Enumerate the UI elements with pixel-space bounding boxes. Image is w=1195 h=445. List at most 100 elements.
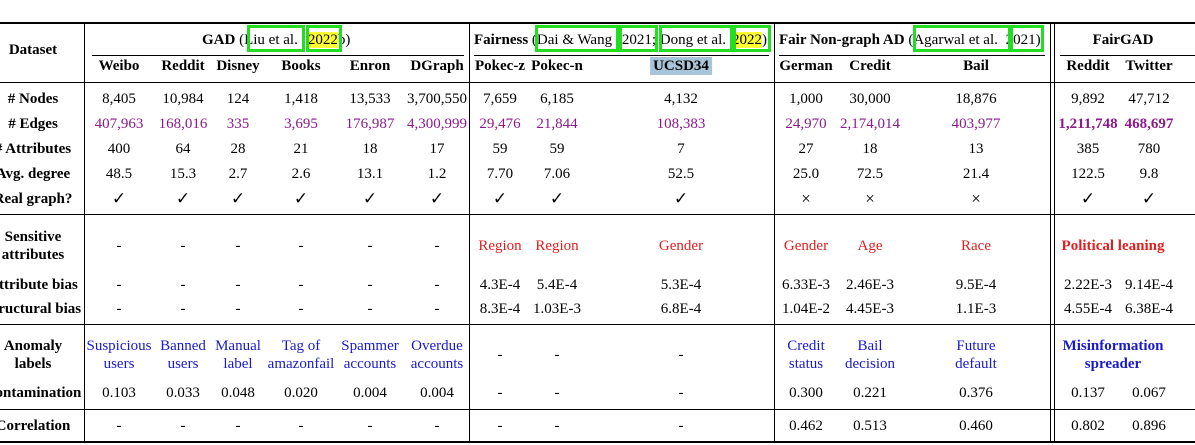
cell-attribute-bias-9: 6.33E-3 (782, 277, 830, 293)
fairness-cite-link-2[interactable]: Dong et al. (659, 32, 726, 48)
cell-attributes-7: 59 (549, 141, 565, 157)
dataset-credit: Credit (849, 58, 891, 74)
cell-contamination-3: 0.020 (284, 385, 318, 401)
gad-cite-box-2 (306, 25, 342, 52)
cell-attribute-bias-7: 5.4E-4 (536, 277, 578, 293)
cell-nodes-9: 1,000 (789, 91, 823, 107)
cell-nodes-3: 1,418 (284, 91, 318, 107)
cell-contamination-5: 0.004 (420, 385, 454, 401)
cell-anomaly-11-line1: Future (956, 338, 996, 354)
cell-sensitive-fairgad: Political leaning (1061, 238, 1165, 254)
vrule-dataset (84, 22, 85, 442)
cell-contamination-13: 0.067 (1132, 385, 1166, 401)
cell-anomaly-0-line2: users (103, 356, 135, 372)
cell-attributes-10: 18 (862, 141, 878, 157)
fairness-cite-link-1[interactable]: Dai & Wang (536, 32, 613, 48)
cell-avg-degree-13: 9.8 (1139, 166, 1159, 182)
cell-nodes-0: 8,405 (102, 91, 136, 107)
cell-anomaly-3-line2: amazonfail (267, 356, 335, 372)
vrule-nongraph-a (1050, 22, 1051, 442)
cell-real-graph-7: ✓ (549, 189, 565, 208)
fairness-cite-year-1[interactable]: 2021 (621, 32, 652, 48)
cell-avg-degree-6: 7.70 (486, 166, 514, 182)
cell-contamination-8: - (678, 385, 684, 401)
fairness-cite-year-2[interactable]: 2022 (732, 32, 762, 48)
cell-contamination-7: - (554, 385, 560, 401)
cell-structural-bias-3: - (298, 301, 304, 317)
cell-structural-bias-8: 6.8E-4 (660, 301, 702, 317)
gad-cite-year[interactable]: 2022 (307, 32, 338, 48)
top-rule (0, 22, 1195, 24)
cell-avg-degree-1: 15.3 (169, 166, 197, 182)
cell-anomaly-4-line2: accounts (343, 356, 397, 372)
fairgad-group-header: FairGAD (1092, 32, 1154, 48)
cell-edges-4: 176,987 (345, 116, 395, 132)
cell-nodes-12: 9,892 (1071, 91, 1105, 107)
contamination-rule (0, 409, 1195, 410)
cell-attributes-4: 18 (362, 141, 378, 157)
cell-attributes-8: 7 (677, 141, 685, 157)
dataset-pokec-n: Pokec-n (531, 58, 583, 74)
cell-structural-bias-10: 4.45E-3 (846, 301, 894, 317)
row-label-avg-degree: Avg. degree (0, 166, 71, 182)
cell-real-graph-8: ✓ (673, 189, 689, 208)
cell-attribute-bias-2: - (235, 277, 241, 293)
cell-anomaly-6: - (497, 347, 503, 363)
gad-cite-link[interactable]: Liu et al. (244, 32, 298, 48)
stats-rule (0, 214, 1195, 215)
cell-attributes-6: 59 (492, 141, 508, 157)
row-label-structural-bias: Structural bias (0, 301, 82, 317)
cell-sensitive-6: Region (478, 238, 522, 254)
cell-attribute-bias-1: - (180, 277, 186, 293)
cell-structural-bias-0: - (116, 301, 122, 317)
cell-edges-11: 403,977 (951, 116, 1001, 132)
cell-sensitive-7: Region (535, 238, 579, 254)
vrule-nongraph-b (1054, 22, 1055, 442)
cell-anomaly-fairgad-line2: spreader (1084, 356, 1142, 372)
cell-anomaly-7: - (554, 347, 560, 363)
cell-correlation-12: 0.802 (1071, 418, 1105, 434)
cell-correlation-7: - (554, 418, 560, 434)
cell-edges-6: 29,476 (479, 116, 521, 132)
cell-correlation-2: - (235, 418, 241, 434)
cell-anomaly-fairgad-line1: Misinformation (1062, 338, 1164, 354)
cell-anomaly-4-line1: Spammer (341, 338, 399, 354)
cell-attributes-1: 64 (175, 141, 191, 157)
row-label-sensitive-1: Sensitive (4, 229, 62, 245)
row-label-contamination: Contamination (0, 385, 82, 401)
cell-anomaly-8: - (678, 347, 684, 363)
row-label-anomaly-1: Anomaly (3, 338, 63, 354)
dataset-twitter: Twitter (1125, 58, 1173, 74)
nongraph-cite-year[interactable]: 2021 (1005, 32, 1036, 48)
gad-underline (92, 55, 464, 56)
cell-real-graph-2: ✓ (230, 189, 246, 208)
cell-sensitive-11: Race (961, 238, 991, 254)
cell-attributes-2: 28 (230, 141, 246, 157)
cell-correlation-11: 0.460 (959, 418, 993, 434)
cell-contamination-11: 0.376 (959, 385, 993, 401)
cell-correlation-10: 0.513 (853, 418, 887, 434)
cell-sensitive-0: - (116, 238, 122, 254)
cell-correlation-8: - (678, 418, 684, 434)
cell-real-graph-5: ✓ (429, 189, 445, 208)
cell-nodes-8: 4,132 (664, 91, 698, 107)
cell-avg-degree-10: 72.5 (856, 166, 884, 182)
cell-real-graph-13: ✓ (1141, 189, 1157, 208)
cell-avg-degree-0: 48.5 (105, 166, 133, 182)
cell-edges-10: 2,174,014 (840, 116, 900, 132)
cell-edges-5: 4,300,999 (407, 116, 467, 132)
cell-attributes-11: 13 (968, 141, 984, 157)
cell-attribute-bias-10: 2.46E-3 (846, 277, 894, 293)
cell-attributes-5: 17 (429, 141, 445, 157)
cell-correlation-5: - (434, 418, 440, 434)
nongraph-cite-link[interactable]: Agarwal et al. (913, 32, 998, 48)
nongraph-cite-box-2 (1010, 25, 1044, 52)
vrule-fairness (774, 22, 775, 442)
cell-structural-bias-9: 1.04E-2 (782, 301, 830, 317)
cell-correlation-0: - (116, 418, 122, 434)
fairness-cite-box-2 (619, 25, 658, 52)
cell-anomaly-5-line2: accounts (410, 356, 464, 372)
row-label-anomaly-2: labels (14, 356, 52, 372)
cell-edges-12: 1,211,748 (1058, 116, 1118, 132)
row-label-nodes: # Nodes (7, 91, 59, 107)
